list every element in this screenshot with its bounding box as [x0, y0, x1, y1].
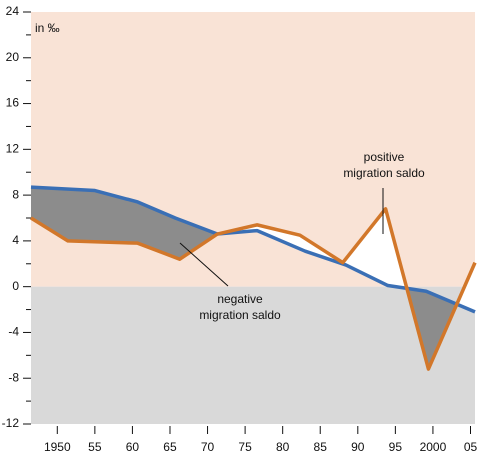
x-tick-label: 70: [201, 440, 215, 454]
x-tick-label: 1950: [44, 440, 71, 454]
unit-label: in ‰: [35, 21, 60, 35]
positive-region: [31, 12, 475, 287]
annotation: positive: [364, 150, 405, 164]
annotation: migration saldo: [199, 308, 281, 322]
series-line: [30, 185, 476, 314]
y-tick-label: 4: [12, 233, 19, 247]
series-line: [30, 207, 477, 371]
x-tick-label: 2000: [420, 440, 447, 454]
annotation: migration saldo: [343, 166, 425, 180]
annotation-pointer: [179, 242, 229, 287]
x-tick-label: 75: [238, 440, 252, 454]
x-tick-label: 65: [163, 440, 177, 454]
x-tick-label: 80: [276, 440, 290, 454]
x-tick-label: 55: [88, 440, 102, 454]
y-tick-label: 8: [12, 187, 19, 201]
y-tick-label: 16: [6, 96, 20, 110]
y-tick-label: 24: [6, 4, 20, 18]
y-tick-label: 0: [12, 279, 19, 293]
x-tick-label: 60: [126, 440, 140, 454]
x-tick-label: 90: [351, 440, 365, 454]
annotation: negative: [217, 292, 263, 306]
negative-region: [31, 286, 475, 424]
x-tick-label: 95: [389, 440, 403, 454]
negative-saldo-fill: [31, 187, 475, 370]
x-tick-label: 05: [464, 440, 478, 454]
y-tick-label: -8: [8, 370, 19, 384]
y-tick-label: 12: [6, 142, 20, 156]
y-tick-label: -12: [2, 416, 20, 430]
y-tick-label: -4: [8, 325, 19, 339]
x-tick-label: 85: [314, 440, 328, 454]
y-tick-label: 20: [6, 50, 20, 64]
